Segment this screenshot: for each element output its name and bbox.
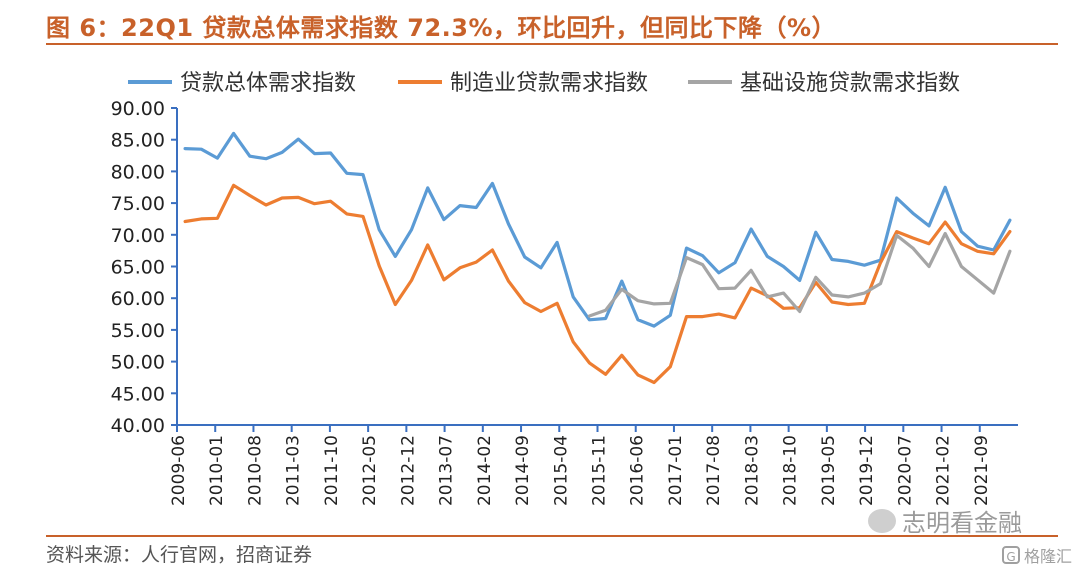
source-divider	[46, 535, 1058, 537]
x-tick-label: 2018-10	[781, 435, 801, 506]
x-tick-label: 2011-10	[322, 435, 342, 506]
x-tick-label: 2009-06	[169, 435, 189, 506]
legend: 贷款总体需求指数 制造业贷款需求指数 基础设施贷款需求指数	[128, 71, 960, 96]
y-tick-label: 60.00	[111, 288, 165, 310]
y-tick-label: 50.00	[111, 352, 165, 374]
series-line	[183, 131, 1012, 328]
y-tick-label: 75.00	[111, 193, 165, 215]
gelonghui-logo-icon: G	[1002, 546, 1020, 564]
x-tick-label: 2012-05	[360, 435, 380, 506]
x-tick-label: 2016-06	[628, 435, 648, 506]
watermark-2-text: 格隆汇	[1024, 547, 1073, 566]
x-axis: 2009-06 2010-01 2010-08 2011-03 2011-10 2012-…	[169, 424, 1018, 506]
x-tick-label: 2010-08	[245, 435, 265, 506]
y-tick-label: 85.00	[111, 130, 165, 152]
y-tick-label: 40.00	[111, 415, 165, 437]
x-tick-label: 2013-07	[437, 435, 457, 506]
x-tick-label: 2014-09	[513, 435, 533, 506]
source-note: 资料来源：人行官网，招商证券	[46, 544, 313, 566]
x-tick-label: 2021-09	[972, 435, 992, 506]
legend-label: 基础设施贷款需求指数	[740, 71, 960, 96]
legend-label: 制造业贷款需求指数	[450, 71, 648, 96]
series-line	[183, 183, 1012, 385]
y-axis: 40.00 45.00 50.00 55.00 60.00 65.00 70.00 75.00…	[111, 98, 178, 437]
y-tick-label: 70.00	[111, 225, 165, 247]
y-tick-label: 45.00	[111, 383, 165, 405]
series-group	[183, 131, 1012, 385]
x-tick-label: 2012-12	[398, 435, 418, 506]
wechat-icon	[868, 508, 896, 533]
y-tick-label: 55.00	[111, 320, 165, 342]
x-tick-label: 2017-01	[666, 435, 686, 506]
watermark-2: G 格隆汇	[1002, 543, 1072, 567]
x-tick-label: 2020-07	[895, 435, 915, 506]
x-tick-label: 2019-05	[819, 435, 839, 506]
y-tick-label: 80.00	[111, 161, 165, 183]
x-tick-label: 2014-02	[475, 435, 495, 506]
title-divider	[46, 43, 1058, 45]
series-line	[587, 231, 1012, 318]
x-tick-label: 2010-01	[207, 435, 227, 506]
x-tick-label: 2015-04	[551, 435, 571, 506]
x-tick-label: 2018-03	[742, 435, 762, 506]
watermark-text: 志明看金融	[902, 509, 1022, 537]
chart-title: 图 6：22Q1 贷款总体需求指数 72.3%，环比回升，但同比下降（%）	[46, 14, 837, 42]
y-tick-label: 65.00	[111, 257, 165, 279]
x-tick-label: 2017-08	[704, 435, 724, 506]
x-tick-label: 2021-02	[934, 435, 954, 506]
legend-label: 贷款总体需求指数	[180, 71, 356, 96]
watermark: 志明看金融	[868, 503, 1022, 538]
y-tick-label: 90.00	[111, 98, 165, 120]
x-tick-label: 2011-03	[284, 435, 304, 506]
x-tick-label: 2015-11	[590, 435, 610, 506]
x-tick-label: 2019-12	[857, 435, 877, 506]
